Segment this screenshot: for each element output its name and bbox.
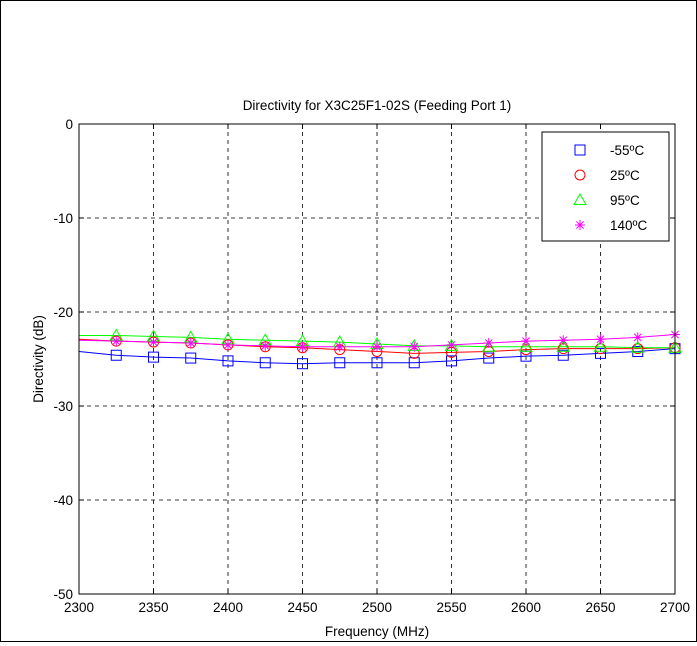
legend-marker	[573, 192, 587, 205]
series-line	[78, 348, 676, 365]
data-point	[185, 338, 196, 349]
data-point	[630, 340, 645, 353]
data-point	[483, 338, 494, 349]
x-tick-label: 2600	[511, 600, 541, 615]
data-point	[446, 355, 457, 367]
data-point	[557, 349, 569, 361]
data-point	[519, 339, 533, 352]
legend-label: 140ºC	[610, 218, 647, 233]
data-point	[556, 339, 571, 352]
data-point	[521, 336, 531, 347]
x-tick-label: 2700	[660, 600, 690, 615]
x-tick-label: 2400	[213, 600, 243, 615]
y-axis-label: Directivity (dB)	[31, 315, 46, 403]
x-tick-label: 2300	[64, 600, 94, 615]
data-point	[185, 352, 197, 364]
data-point	[110, 349, 122, 361]
data-point	[222, 355, 234, 367]
y-tick-label: -30	[53, 399, 73, 414]
legend: -55ºC 25ºC 95ºC 140ºC	[541, 131, 670, 242]
data-point	[148, 337, 159, 348]
x-tick-label: 2450	[287, 600, 317, 615]
y-tick-label: -20	[53, 305, 73, 320]
data-point	[334, 341, 345, 352]
data-point	[446, 339, 457, 350]
y-axis-ticks: 0 -10 -20 -30 -40 -50	[53, 117, 675, 602]
legend-box	[541, 131, 670, 242]
data-point	[111, 336, 122, 347]
legend-marker	[575, 220, 585, 230]
data-point	[371, 357, 383, 369]
legend-label: -55ºC	[610, 143, 644, 158]
data-point	[593, 339, 608, 352]
y-tick-label: 0	[65, 117, 73, 132]
data-point	[558, 335, 569, 346]
legend-marker	[574, 144, 586, 156]
x-axis-label: Frequency (MHz)	[325, 624, 429, 639]
data-point	[372, 341, 382, 352]
x-tick-label: 2650	[585, 600, 615, 615]
data-point	[632, 332, 643, 343]
data-point	[260, 340, 271, 351]
data-point	[334, 357, 346, 369]
data-point	[259, 357, 271, 369]
data-point	[595, 334, 606, 345]
data-point	[632, 343, 644, 355]
x-tick-label: 2350	[138, 600, 168, 615]
y-tick-label: -50	[53, 587, 73, 602]
data-point	[409, 341, 420, 352]
y-tick-label: -10	[53, 211, 73, 226]
y-tick-label: -40	[53, 493, 73, 508]
data-point	[595, 347, 606, 359]
legend-label: 25ºC	[610, 168, 640, 183]
x-tick-label: 2550	[436, 600, 466, 615]
data-point	[408, 357, 420, 369]
series-markers	[109, 328, 682, 370]
data-point	[223, 339, 233, 350]
x-tick-label: 2500	[362, 600, 392, 615]
legend-label: 95ºC	[610, 193, 640, 208]
chart-title: Directivity for X3C25F1-02S (Feeding Por…	[243, 98, 512, 113]
data-point	[148, 351, 159, 363]
x-axis-ticks: 2300 2350 2400 2450 2500 2550 2600 2650 2700	[64, 124, 690, 615]
data-point	[297, 358, 308, 370]
data-point	[483, 352, 495, 364]
data-point	[297, 341, 308, 352]
data-point	[632, 345, 644, 357]
legend-marker	[574, 169, 586, 181]
